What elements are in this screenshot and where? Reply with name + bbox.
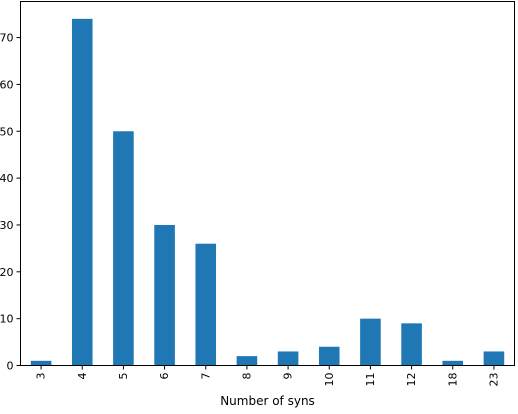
y-tick-label: 30 [0, 219, 14, 232]
x-tick-label: 4 [76, 373, 89, 380]
x-tick-label: 11 [364, 373, 377, 387]
bar-8 [236, 356, 258, 366]
y-tick-label: 70 [0, 32, 14, 45]
x-tick-label: 6 [158, 373, 171, 380]
bar-23 [483, 351, 505, 366]
bar-10 [318, 346, 340, 366]
bar-9 [277, 351, 299, 366]
x-tick-label: 8 [240, 373, 253, 380]
y-tick-label: 50 [0, 125, 14, 138]
y-tick-label: 20 [0, 266, 14, 279]
y-axis: 0 10 20 30 40 50 60 70 [0, 32, 21, 373]
x-tick-label: 23 [487, 373, 500, 387]
plot-frame [20, 1, 515, 366]
bar-4 [71, 18, 93, 366]
bar-6 [154, 224, 175, 366]
bar-5 [113, 131, 134, 366]
x-tick-label: 18 [446, 373, 459, 387]
y-tick-label: 10 [0, 313, 14, 326]
x-axis: 3 4 5 6 7 8 9 10 11 12 18 23 [35, 365, 500, 387]
x-tick-label: 10 [323, 373, 336, 387]
bar-12 [401, 323, 422, 366]
x-tick-label: 3 [35, 373, 48, 380]
bar-7 [195, 243, 217, 366]
y-tick-label: 40 [0, 172, 14, 185]
x-tick-label: 7 [199, 373, 212, 380]
x-tick-label: 12 [405, 373, 418, 387]
x-axis-label: Number of syns [220, 394, 315, 408]
x-tick-label: 5 [117, 373, 130, 380]
x-tick-label: 9 [282, 373, 295, 380]
bar-18 [442, 360, 464, 366]
bar-3 [30, 360, 52, 366]
bars-group [30, 18, 505, 366]
y-tick-label: 60 [0, 78, 14, 91]
y-tick-label: 0 [7, 360, 14, 373]
bar-11 [360, 318, 381, 366]
